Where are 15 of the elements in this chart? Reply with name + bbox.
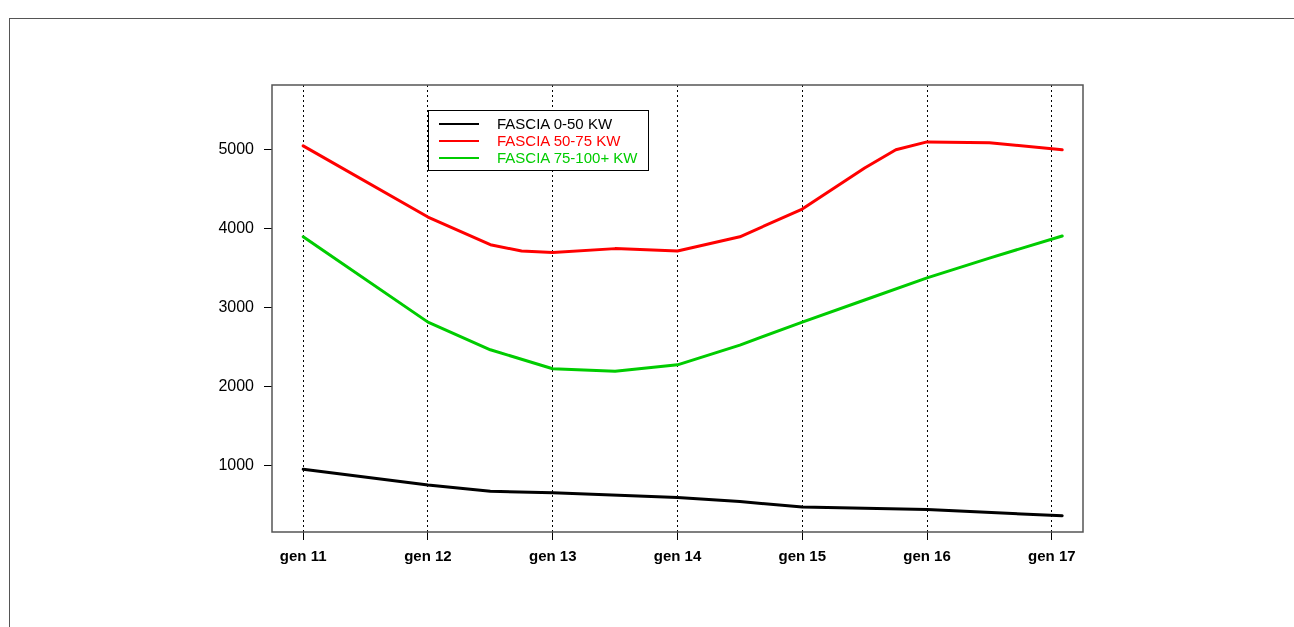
x-tick-label: gen 12: [404, 547, 452, 565]
x-tick-label: gen 17: [1028, 547, 1076, 565]
x-tick-label: gen 15: [778, 547, 827, 565]
x-tick-label: gen 14: [653, 547, 702, 565]
y-tick-label: 2000: [218, 377, 255, 395]
legend-label: FASCIA 50-75 KW: [497, 132, 621, 149]
y-tick-label: 4000: [218, 219, 255, 237]
y-tick-label: 1000: [218, 456, 255, 474]
y-tick-label: 5000: [218, 140, 255, 158]
legend-label: FASCIA 75-100+ KW: [497, 149, 638, 166]
x-tick-label: gen 16: [903, 547, 951, 565]
legend-label: FASCIA 0-50 KW: [497, 115, 613, 132]
x-tick-label: gen 11: [279, 547, 327, 565]
y-tick-label: 3000: [218, 298, 255, 316]
x-tick-label: gen 13: [528, 547, 577, 565]
